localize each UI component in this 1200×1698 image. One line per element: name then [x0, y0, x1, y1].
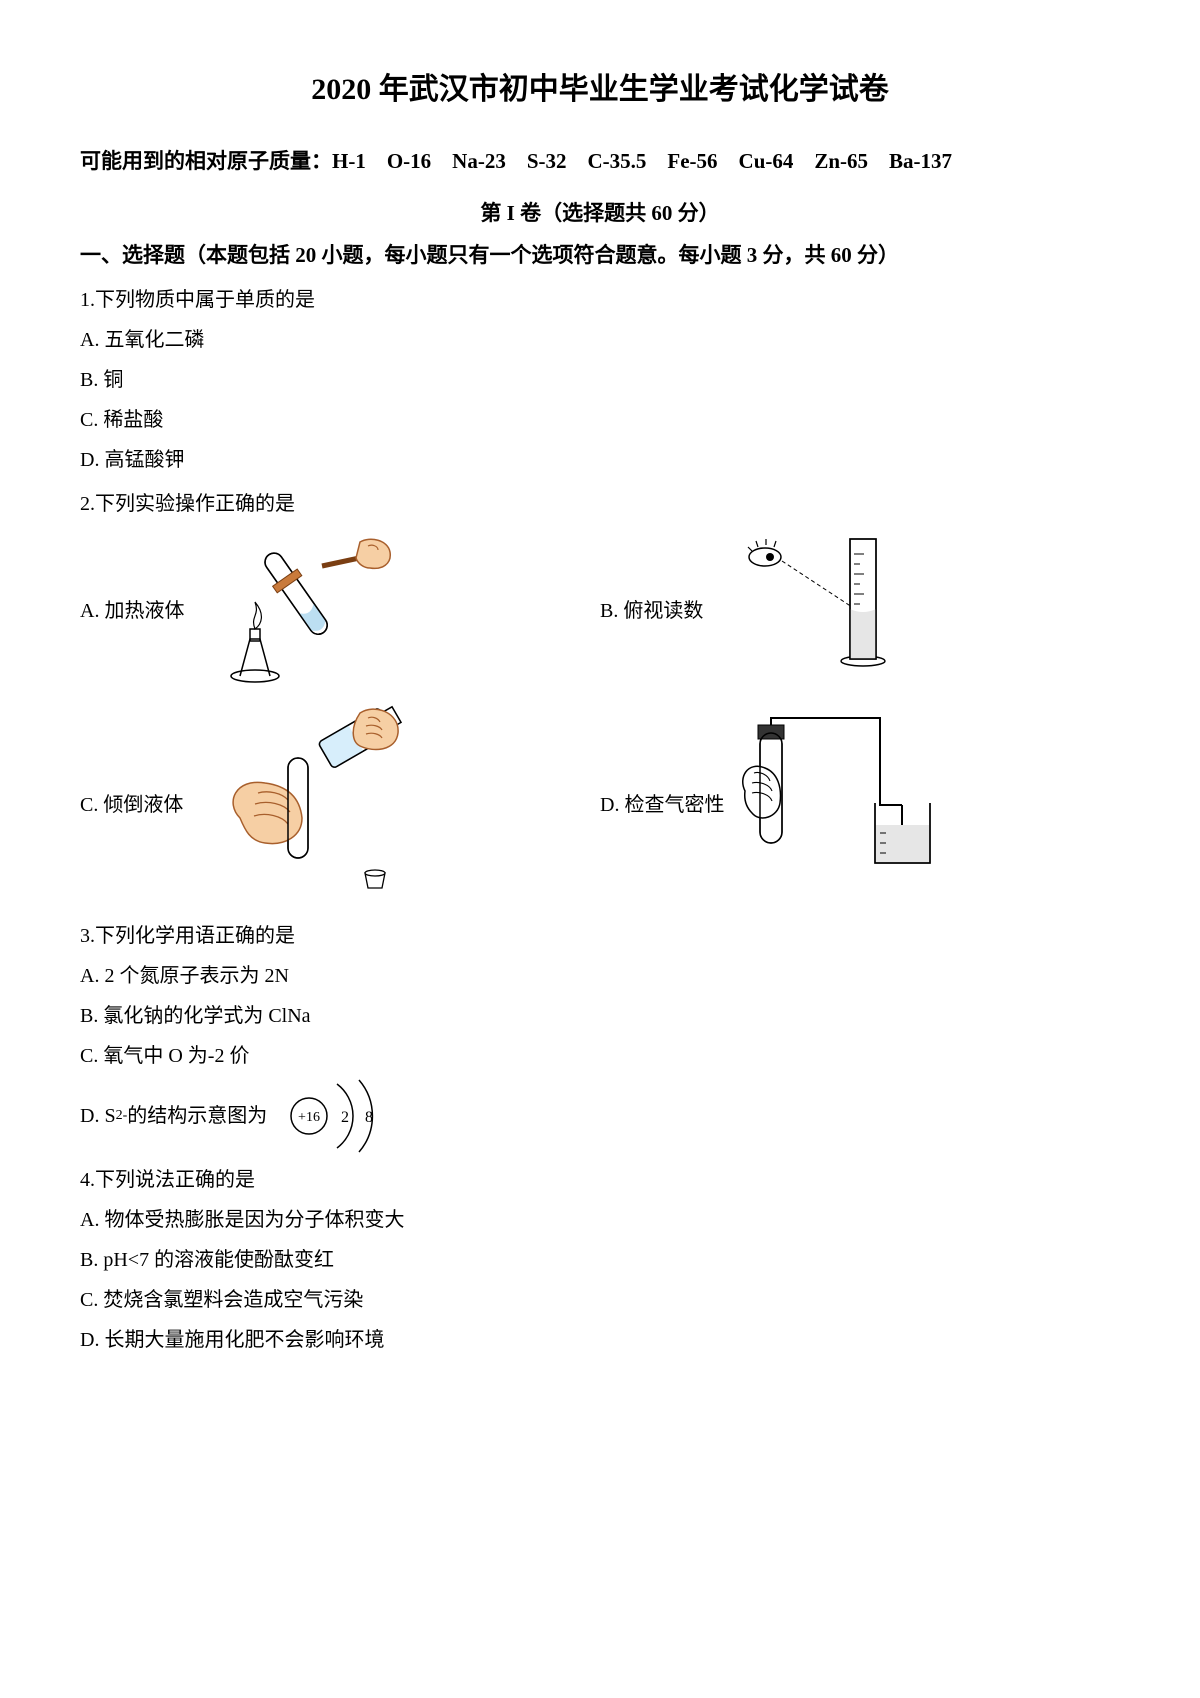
q2-a-label: A. 加热液体 — [80, 591, 210, 631]
shell1-text: 2 — [341, 1109, 349, 1126]
q3-option-a: A. 2 个氮原子表示为 2N — [80, 956, 1120, 996]
section1-heading: 一、选择题（本题包括 20 小题，每小题只有一个选项符合题意。每小题 3 分，共… — [80, 234, 1120, 276]
part1-heading: 第 I 卷（选择题共 60 分） — [80, 192, 1120, 234]
question-2: 2.下列实验操作正确的是 A. 加热液体 — [80, 484, 1120, 912]
q3-d-superscript: 2- — [116, 1102, 128, 1130]
pouring-liquid-diagram-icon — [210, 698, 420, 912]
q3-option-c: C. 氧气中 O 为-2 价 — [80, 1036, 1120, 1076]
question-4: 4.下列说法正确的是 A. 物体受热膨胀是因为分子体积变大 B. pH<7 的溶… — [80, 1160, 1120, 1360]
q4-option-a: A. 物体受热膨胀是因为分子体积变大 — [80, 1200, 1120, 1240]
q2-c-label: C. 倾倒液体 — [80, 785, 210, 825]
q1-option-b: B. 铜 — [80, 360, 1120, 400]
question-1: 1.下列物质中属于单质的是 A. 五氧化二磷 B. 铜 C. 稀盐酸 D. 高锰… — [80, 280, 1120, 480]
shell2-text: 8 — [365, 1109, 373, 1126]
q3-option-b: B. 氯化钠的化学式为 ClNa — [80, 996, 1120, 1036]
q1-stem: 1.下列物质中属于单质的是 — [80, 280, 1120, 320]
q2-option-c: C. 倾倒液体 — [80, 698, 600, 912]
heating-liquid-diagram-icon — [210, 524, 400, 698]
q2-b-label: B. 俯视读数 — [600, 591, 730, 631]
reading-cylinder-diagram-icon — [730, 529, 900, 693]
q4-option-b: B. pH<7 的溶液能使酚酞变红 — [80, 1240, 1120, 1280]
atomic-structure-diagram-icon: +16 2 8 — [279, 1076, 399, 1156]
q4-stem: 4.下列说法正确的是 — [80, 1160, 1120, 1200]
airtightness-diagram-icon — [730, 713, 940, 897]
q2-option-d: D. 检查气密性 — [600, 698, 1120, 912]
q3-d-suffix: 的结构示意图为 — [127, 1096, 267, 1136]
q4-option-c: C. 焚烧含氯塑料会造成空气污染 — [80, 1280, 1120, 1320]
exam-title: 2020 年武汉市初中毕业生学业考试化学试卷 — [80, 60, 1120, 120]
q2-option-b: B. 俯视读数 — [600, 524, 1120, 698]
q1-option-a: A. 五氧化二磷 — [80, 320, 1120, 360]
q3-option-d: D. S2-的结构示意图为 +16 2 8 — [80, 1076, 1120, 1156]
q2-stem: 2.下列实验操作正确的是 — [80, 484, 1120, 524]
q1-option-c: C. 稀盐酸 — [80, 400, 1120, 440]
q4-option-d: D. 长期大量施用化肥不会影响环境 — [80, 1320, 1120, 1360]
q3-stem: 3.下列化学用语正确的是 — [80, 916, 1120, 956]
nucleus-text: +16 — [298, 1110, 320, 1125]
atomic-masses: 可能用到的相对原子质量：H-1 O-16 Na-23 S-32 C-35.5 F… — [80, 140, 1120, 182]
q1-option-d: D. 高锰酸钾 — [80, 440, 1120, 480]
q2-d-label: D. 检查气密性 — [600, 785, 730, 825]
q3-d-prefix: D. S — [80, 1096, 116, 1136]
question-3: 3.下列化学用语正确的是 A. 2 个氮原子表示为 2N B. 氯化钠的化学式为… — [80, 916, 1120, 1156]
q2-option-a: A. 加热液体 — [80, 524, 600, 698]
